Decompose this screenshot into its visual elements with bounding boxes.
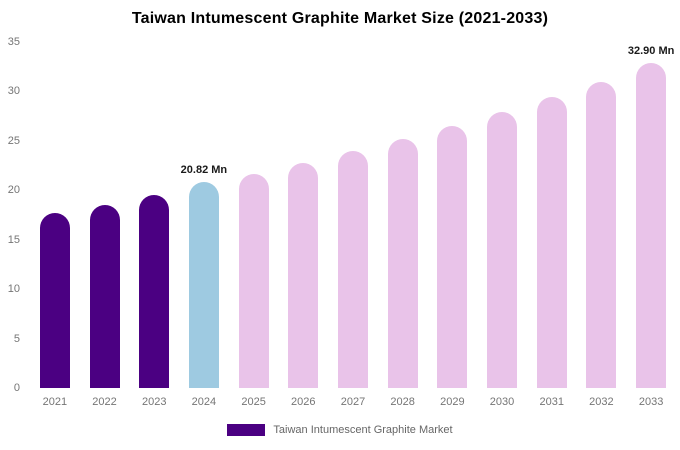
bar-2032 [586,81,617,388]
bar-2026 [288,163,319,388]
legend-label: Taiwan Intumescent Graphite Market [273,424,453,436]
bar-column [80,42,130,388]
bar-2024 [188,182,219,388]
x-tick-label: 2024 [191,396,217,408]
x-tick-label: 2029 [440,396,465,408]
y-tick-label: 5 [13,332,20,345]
bar-column [328,42,378,388]
bar-2025 [238,174,269,388]
plot-area: 20.82 Mn 32.90 Mn [30,42,676,388]
x-tick-label: 2030 [489,396,515,408]
y-tick-label: 15 [7,233,20,246]
bar-column [129,42,179,388]
bar-column [30,42,80,388]
x-tick-label: 2027 [340,396,366,408]
bar-column: 20.82 Mn [179,42,229,388]
bar-column [527,42,577,388]
y-tick-label: 20 [7,184,20,197]
bar-2030 [487,111,518,388]
x-tick-label: 2021 [42,396,68,408]
x-tick-label: 2023 [141,396,167,408]
bar-2028 [387,138,418,388]
x-tick-label: 2022 [92,396,117,408]
bar-column [577,42,627,388]
bar-2033 [636,62,667,388]
y-tick-label: 30 [7,85,20,98]
x-axis: 2021 2022 2023 2024 2025 2026 2027 2028 2029 2030… [30,396,676,408]
bar-column [229,42,279,388]
bar-2023 [139,195,170,388]
legend: Taiwan Intumescent Graphite Market [0,424,680,436]
y-tick-label: 25 [7,134,20,147]
x-tick-label: 2028 [390,396,415,408]
bar-2031 [536,97,567,388]
y-tick-label: 0 [13,382,20,394]
x-tick-label: 2032 [589,396,614,408]
y-axis: 0 5 10 15 20 25 30 35 [0,36,24,394]
y-tick-label: 35 [7,36,20,48]
bar-2027 [337,150,368,388]
x-tick-label: 2031 [539,396,564,408]
bar-column [278,42,328,388]
bar-column: 32.90 Mn [626,42,676,388]
legend-swatch [227,424,266,436]
bar-2022 [89,205,120,388]
bar-column [378,42,428,388]
data-label: 20.82 Mn [180,164,228,177]
x-tick-label: 2026 [291,396,316,408]
x-tick-label: 2025 [241,396,266,408]
chart-title: Taiwan Intumescent Graphite Market Size … [131,10,549,27]
bar-column [428,42,478,388]
bar-column [477,42,527,388]
y-tick-label: 10 [7,283,20,296]
data-label: 32.90 Mn [627,44,675,57]
x-tick-label: 2033 [638,396,664,408]
bar-2029 [437,126,468,388]
bar-2021 [39,213,70,388]
